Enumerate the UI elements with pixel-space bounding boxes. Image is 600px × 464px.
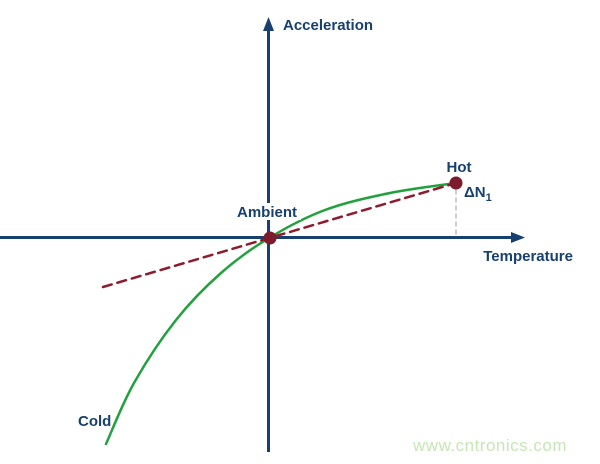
linear-approximation-line [101, 181, 458, 289]
label-backgrounds [234, 203, 301, 220]
hot-point [449, 176, 463, 190]
hot-label: Hot [447, 159, 472, 176]
ambient-point [263, 231, 277, 245]
data-points [263, 176, 463, 245]
cold-label: Cold [78, 413, 111, 430]
delta-n-text: ΔN [464, 184, 486, 201]
axes [0, 17, 525, 452]
watermark: www.cntronics.com [412, 436, 567, 455]
label-background [234, 203, 301, 220]
x-axis-label: Temperature [483, 248, 573, 265]
acceleration-vs-temperature-curve [104, 181, 458, 446]
ambient-label: Ambient [237, 204, 297, 221]
labels: Acceleration Temperature Ambient Hot ΔN1… [78, 17, 573, 455]
delta-n1-label: ΔN1 [464, 184, 492, 204]
curves [101, 181, 458, 446]
delta-n-subscript: 1 [486, 192, 492, 204]
y-axis-arrow [263, 17, 274, 31]
x-axis-arrow [511, 232, 525, 243]
y-axis-label: Acceleration [283, 17, 373, 34]
